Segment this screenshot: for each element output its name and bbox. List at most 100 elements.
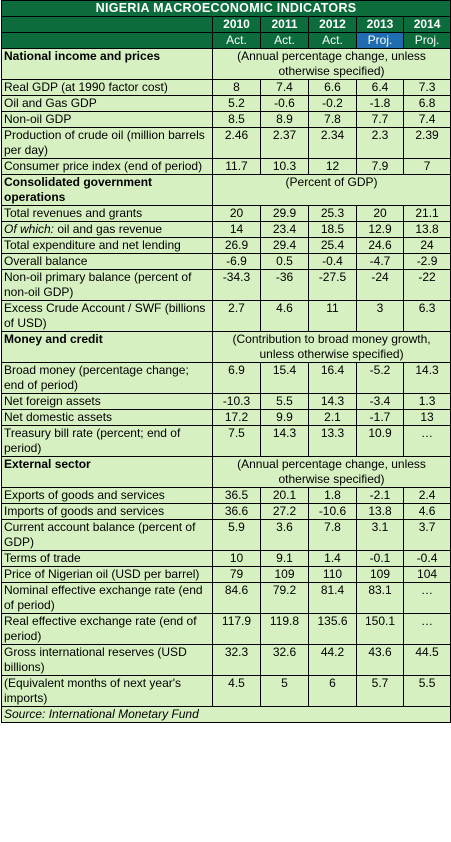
value-cell: 5.2 [212, 95, 261, 112]
value-cell: 12 [308, 158, 357, 175]
row-label: Current account balance (percent of GDP) [1, 519, 213, 551]
header-blank [1, 16, 213, 33]
value-cell: 1.3 [402, 393, 451, 410]
value-cell: … [402, 425, 451, 457]
table-row: Current account balance (percent of GDP)… [1, 519, 451, 551]
table-row: Of which: oil and gas revenue 14 23.4 18.5 1… [1, 221, 451, 238]
value-cell: 79.2 [260, 582, 309, 614]
table-row: Overall balance -6.9 0.5 -0.4 -4.7 -2.9 [1, 253, 451, 270]
value-cell: 8.5 [212, 111, 261, 128]
value-cell: -1.7 [356, 409, 404, 426]
value-cell: 10.9 [356, 425, 404, 457]
value-cell: -0.6 [260, 95, 309, 112]
table-row: Real effective exchange rate (end of per… [1, 613, 451, 645]
row-label: Total expenditure and net lending [1, 237, 213, 254]
value-cell: 18.5 [308, 221, 357, 238]
table-row: Consumer price index (end of period) 11.7… [1, 158, 451, 175]
value-cell: -0.4 [308, 253, 357, 270]
value-cell: 3 [356, 300, 404, 332]
row-label: Real GDP (at 1990 factor cost) [1, 79, 213, 96]
row-label: Broad money (percentage change; end of p… [1, 362, 213, 394]
value-cell: 7.3 [402, 79, 451, 96]
row-label: Of which: oil and gas revenue [1, 221, 213, 238]
row-label: Overall balance [1, 253, 213, 270]
value-cell: 15.4 [260, 362, 309, 394]
value-cell: -3.4 [356, 393, 404, 410]
status-header: Act. [260, 32, 309, 49]
value-cell: 6.6 [308, 79, 357, 96]
value-cell: 7.7 [356, 111, 404, 128]
section-unit-note: (Annual percentage change, unless otherw… [211, 48, 451, 80]
value-cell: -2.9 [402, 253, 451, 270]
row-label: Price of Nigerian oil (USD per barrel) [1, 566, 213, 583]
value-cell: -1.8 [356, 95, 404, 112]
value-cell: 14.3 [260, 425, 309, 457]
status-header-row: Act. Act. Act. Proj. Proj. [1, 32, 451, 49]
table-row: Non-oil primary balance (percent of non-… [1, 269, 451, 301]
value-cell: 81.4 [308, 582, 357, 614]
value-cell: 24 [402, 237, 451, 254]
value-cell: 10 [212, 550, 261, 567]
value-cell: 3.7 [402, 519, 451, 551]
row-label: Non-oil GDP [1, 111, 213, 128]
value-cell: 27.2 [260, 503, 309, 520]
value-cell: 2.34 [308, 127, 357, 159]
value-cell: -24 [356, 269, 404, 301]
value-cell: 20 [212, 205, 261, 222]
row-label: (Equivalent months of next year's import… [1, 675, 213, 707]
section-unit-note: (Contribution to broad money growth, unl… [211, 331, 451, 363]
table-row: Price of Nigerian oil (USD per barrel) 79… [1, 566, 451, 583]
value-cell: 6.3 [402, 300, 451, 332]
value-cell: 5.7 [356, 675, 404, 707]
value-cell: 8.9 [260, 111, 309, 128]
value-cell: -0.4 [402, 550, 451, 567]
value-cell: 7.8 [308, 111, 357, 128]
year-header: 2012 [308, 16, 357, 33]
status-header: Act. [308, 32, 357, 49]
value-cell: 16.4 [308, 362, 357, 394]
value-cell: 23.4 [260, 221, 309, 238]
value-cell: 7 [402, 158, 451, 175]
row-label: Real effective exchange rate (end of per… [1, 613, 213, 645]
value-cell: 44.2 [308, 644, 357, 676]
value-cell: 2.46 [212, 127, 261, 159]
table-row: (Equivalent months of next year's import… [1, 675, 451, 707]
table-row: Excess Crude Account / SWF (billions of … [1, 300, 451, 332]
value-cell: 7.8 [308, 519, 357, 551]
row-label: Oil and Gas GDP [1, 95, 213, 112]
row-label: Treasury bill rate (percent; end of peri… [1, 425, 213, 457]
section-heading: Consolidated government operations [1, 174, 213, 206]
value-cell: 5.5 [260, 393, 309, 410]
table-row: Total revenues and grants 20 29.9 25.3 20 21.… [1, 205, 451, 222]
value-cell: 5.9 [212, 519, 261, 551]
section-row: External sector (Annual percentage change… [1, 456, 451, 488]
value-cell: 14.3 [308, 393, 357, 410]
value-cell: 109 [356, 566, 404, 583]
value-cell: 7.4 [402, 111, 451, 128]
year-header-row: 2010 2011 2012 2013 2014 [1, 16, 451, 33]
section-row: Money and credit (Contribution to broad m… [1, 331, 451, 363]
table-row: Broad money (percentage change; end of p… [1, 362, 451, 394]
value-cell: 17.2 [212, 409, 261, 426]
value-cell: 20.1 [260, 487, 309, 504]
value-cell: 12.9 [356, 221, 404, 238]
status-header: Act. [212, 32, 261, 49]
year-header: 2013 [356, 16, 404, 33]
row-label: Consumer price index (end of period) [1, 158, 213, 175]
year-header: 2010 [212, 16, 261, 33]
row-label: Non-oil primary balance (percent of non-… [1, 269, 213, 301]
value-cell: 1.4 [308, 550, 357, 567]
value-cell: 29.9 [260, 205, 309, 222]
value-cell: 0.5 [260, 253, 309, 270]
table-row: Gross international reserves (USD billio… [1, 644, 451, 676]
section-row: Consolidated government operations (Perce… [1, 174, 451, 206]
value-cell: 26.9 [212, 237, 261, 254]
value-cell: -6.9 [212, 253, 261, 270]
row-label: Terms of trade [1, 550, 213, 567]
table-row: Treasury bill rate (percent; end of peri… [1, 425, 451, 457]
value-cell: 2.37 [260, 127, 309, 159]
header-blank [1, 32, 213, 49]
year-header: 2014 [402, 16, 451, 33]
year-header: 2011 [260, 16, 309, 33]
value-cell: 6.9 [212, 362, 261, 394]
